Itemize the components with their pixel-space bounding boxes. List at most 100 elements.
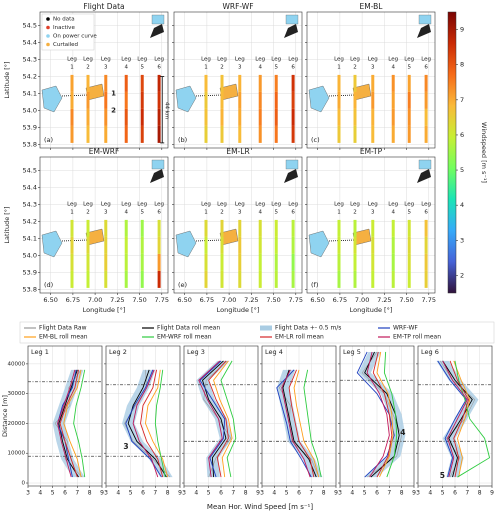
leg-number: 6 bbox=[157, 209, 161, 215]
leg-segment bbox=[220, 91, 224, 109]
transect bbox=[195, 94, 222, 97]
panel-label: (d) bbox=[44, 281, 53, 289]
profile-line bbox=[54, 369, 83, 478]
x-tick-label: 7 bbox=[231, 490, 235, 497]
leg-segment bbox=[86, 125, 90, 143]
inset-icon bbox=[284, 169, 298, 183]
x-tick-label: 7.00 bbox=[88, 296, 102, 304]
leg-word: Leg bbox=[217, 56, 227, 62]
leg-word: Leg bbox=[154, 56, 164, 62]
x-tick-label: 5 bbox=[441, 490, 445, 497]
legend-marker bbox=[46, 25, 50, 30]
y-tick-label: 10000 bbox=[8, 451, 26, 457]
leg-number: 4 bbox=[258, 64, 262, 70]
legend-label: Flight Data Raw bbox=[39, 325, 87, 332]
map-frame bbox=[307, 157, 435, 293]
x-tick-label: 7.75 bbox=[422, 296, 436, 304]
x-tick-label: 3 bbox=[26, 490, 30, 497]
panel-title: Leg 6 bbox=[421, 348, 439, 356]
leg-word: Leg bbox=[334, 56, 344, 62]
leg-segment bbox=[220, 108, 224, 126]
x-tick-label: 4 bbox=[272, 490, 276, 497]
profile-line bbox=[125, 369, 162, 478]
leg-word: Leg bbox=[101, 56, 111, 62]
x-tick-label: 8 bbox=[244, 490, 248, 497]
leg-segment bbox=[337, 253, 341, 271]
x-tick-label: 7 bbox=[465, 490, 469, 497]
map-frame bbox=[174, 157, 302, 293]
inset-icon bbox=[150, 24, 164, 38]
leg-segment bbox=[371, 219, 375, 237]
x-tick-label: 4 bbox=[38, 490, 42, 497]
leg-segment bbox=[353, 125, 357, 143]
inset-icon bbox=[417, 169, 431, 183]
y-tick-label: 54.4 bbox=[23, 184, 37, 192]
inset-icon bbox=[151, 159, 165, 170]
leg-word: Leg bbox=[388, 56, 398, 62]
profile-line bbox=[281, 369, 311, 478]
x-tick-label: 3 bbox=[260, 490, 264, 497]
profile-border bbox=[27, 345, 103, 487]
leg-segment bbox=[157, 125, 161, 143]
leg-segment bbox=[124, 108, 128, 126]
x-tick-label: 6.75 bbox=[200, 296, 214, 304]
panel-title: EM-LR bbox=[226, 147, 249, 156]
legend-label: EM-TP roll mean bbox=[393, 334, 441, 341]
legend-label: Inactive bbox=[53, 25, 75, 31]
leg-word: Leg bbox=[67, 201, 77, 207]
y-tick-label: 54.5 bbox=[23, 167, 37, 175]
leg-segment bbox=[70, 270, 74, 288]
x-tick-label: 7.00 bbox=[222, 296, 236, 304]
leg-segment bbox=[353, 74, 357, 92]
profile-line bbox=[361, 351, 402, 478]
leg-segment bbox=[238, 108, 242, 126]
leg-segment bbox=[220, 219, 224, 237]
colorbar-label: Windspeed [m s⁻¹] bbox=[480, 122, 488, 183]
leg-segment bbox=[140, 253, 144, 271]
leg-segment bbox=[391, 125, 395, 143]
profile-line bbox=[198, 360, 223, 478]
leg-segment bbox=[291, 125, 295, 143]
profile-line bbox=[73, 369, 86, 478]
x-tick-label: 8 bbox=[166, 490, 170, 497]
x-axis-label: Longitude [°] bbox=[350, 306, 393, 314]
leg-segment bbox=[238, 125, 242, 143]
annotation: 3 bbox=[123, 442, 128, 451]
leg-number: 4 bbox=[124, 209, 128, 215]
transect bbox=[328, 94, 355, 97]
leg-number: 4 bbox=[258, 209, 262, 215]
leg-word: Leg bbox=[235, 201, 245, 207]
leg-segment bbox=[274, 253, 278, 271]
leg-segment bbox=[70, 253, 74, 271]
y-tick-label: 54.1 bbox=[23, 90, 37, 98]
legend-marker bbox=[46, 17, 50, 21]
leg-segment bbox=[204, 253, 208, 271]
leg-segment bbox=[70, 74, 74, 92]
leg-word: Leg bbox=[83, 56, 93, 62]
x-axis-label: Longitude [°] bbox=[217, 306, 260, 314]
leg-segment bbox=[291, 236, 295, 254]
leg-segment bbox=[70, 91, 74, 109]
uncertainty-band bbox=[358, 351, 406, 478]
leg-segment bbox=[391, 91, 395, 109]
map-border bbox=[39, 11, 169, 149]
leg-segment bbox=[124, 270, 128, 288]
leg-word: Leg bbox=[201, 201, 211, 207]
leg-word: Leg bbox=[121, 56, 131, 62]
leg-segment bbox=[407, 219, 411, 237]
legend-patch bbox=[260, 325, 272, 331]
leg-segment bbox=[204, 125, 208, 143]
leg-number: 6 bbox=[291, 209, 295, 215]
leg-segment bbox=[70, 125, 74, 143]
leg-segment bbox=[353, 219, 357, 237]
profile-line bbox=[127, 369, 167, 478]
leg-number: 3 bbox=[238, 64, 242, 70]
leg-segment bbox=[371, 108, 375, 126]
transect bbox=[195, 239, 222, 242]
transect bbox=[61, 239, 88, 242]
wind-farm-area bbox=[41, 230, 63, 258]
leg-segment bbox=[157, 74, 161, 92]
x-tick-label: 8 bbox=[322, 490, 326, 497]
y-tick-label: 54.3 bbox=[23, 201, 37, 209]
leg-segment bbox=[104, 270, 108, 288]
